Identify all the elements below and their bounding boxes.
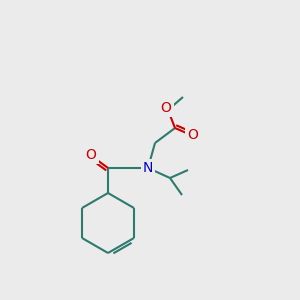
Text: O: O: [160, 101, 171, 115]
Text: O: O: [85, 148, 96, 162]
Text: O: O: [188, 128, 198, 142]
Text: N: N: [143, 161, 153, 175]
